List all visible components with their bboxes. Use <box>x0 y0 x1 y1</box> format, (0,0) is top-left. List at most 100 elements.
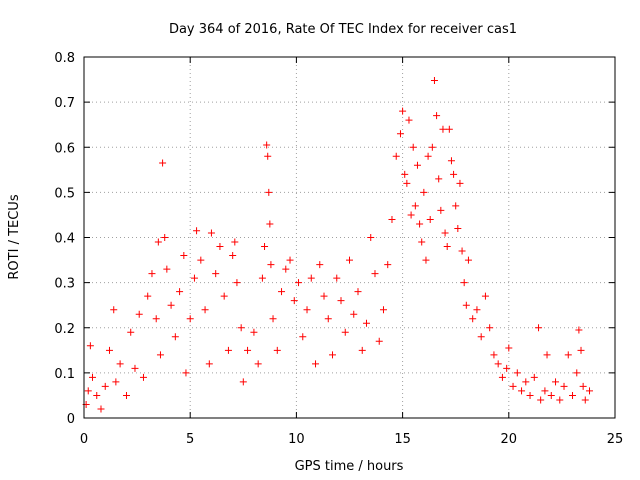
data-point-marker <box>161 234 169 241</box>
data-point-marker <box>401 170 409 178</box>
data-point-marker <box>354 288 362 296</box>
y-tick-label: 0.2 <box>54 322 75 337</box>
y-axis-label: ROTI / TECUs <box>7 194 22 279</box>
data-point-marker <box>513 369 521 377</box>
data-point-marker <box>282 265 290 273</box>
data-point-marker <box>312 360 320 368</box>
data-point-marker <box>358 346 366 354</box>
data-point-marker <box>462 301 470 309</box>
data-point-marker <box>494 360 502 368</box>
data-point-marker <box>299 333 307 341</box>
x-tick-label: 20 <box>501 432 518 447</box>
data-point-marker <box>239 378 247 386</box>
data-point-marker <box>122 391 130 399</box>
data-point-marker <box>450 170 458 178</box>
data-point-marker <box>273 346 281 354</box>
data-point-marker <box>182 369 190 377</box>
data-point-marker <box>176 288 184 296</box>
x-tick-label: 15 <box>394 432 411 447</box>
data-point-marker <box>216 243 224 251</box>
data-point-marker <box>290 297 298 305</box>
data-point-marker <box>295 279 303 287</box>
data-point-marker <box>278 288 286 296</box>
data-point-marker <box>405 116 413 124</box>
data-point-marker <box>437 206 445 214</box>
data-point-marker <box>503 364 511 372</box>
data-point-marker <box>430 76 438 84</box>
data-point-marker <box>509 382 517 390</box>
data-point-marker <box>231 238 239 246</box>
data-point-marker <box>201 306 209 314</box>
data-point-marker <box>428 143 436 151</box>
data-point-marker <box>250 328 258 336</box>
data-point-marker <box>439 125 447 133</box>
data-point-marker <box>362 319 370 327</box>
data-point-marker <box>473 306 481 314</box>
data-point-marker <box>139 373 147 381</box>
data-point-marker <box>569 391 577 399</box>
data-point-marker <box>86 342 94 350</box>
data-point-marker <box>265 188 273 196</box>
x-axis-label: GPS time / hours <box>295 459 404 474</box>
y-tick-label: 0.5 <box>54 186 75 201</box>
data-point-marker <box>207 229 215 237</box>
y-tick-label: 0.3 <box>54 277 75 292</box>
data-point-marker <box>263 141 271 149</box>
y-tick-label: 0.1 <box>54 367 75 382</box>
data-point-marker <box>371 270 379 278</box>
data-point-marker <box>396 130 404 138</box>
data-point-marker <box>93 391 101 399</box>
data-point-marker <box>537 396 545 404</box>
data-point-marker <box>163 265 171 273</box>
data-point-marker <box>518 387 526 395</box>
data-point-marker <box>443 243 451 251</box>
data-point-marker <box>116 360 124 368</box>
data-point-marker <box>269 315 277 323</box>
data-point-marker <box>384 261 392 269</box>
data-point-marker <box>435 175 443 183</box>
data-point-marker <box>464 256 472 264</box>
data-point-marker <box>573 369 581 377</box>
data-point-marker <box>498 373 506 381</box>
data-point-marker <box>426 215 434 223</box>
data-point-marker <box>131 364 139 372</box>
data-point-marker <box>97 405 105 413</box>
data-point-marker <box>148 270 156 278</box>
data-point-marker <box>152 315 160 323</box>
data-point-marker <box>193 227 201 235</box>
data-point-marker <box>411 202 419 210</box>
data-point-marker <box>407 211 415 219</box>
data-point-marker <box>424 152 432 160</box>
data-point-marker <box>403 179 411 187</box>
data-point-marker <box>88 373 96 381</box>
data-point-marker <box>445 125 453 133</box>
data-point-marker <box>190 274 198 282</box>
data-point-marker <box>171 333 179 341</box>
data-point-marker <box>105 346 113 354</box>
data-point-marker <box>220 292 228 300</box>
data-point-marker <box>469 315 477 323</box>
data-point-marker <box>547 391 555 399</box>
data-point-marker <box>324 315 332 323</box>
data-point-marker <box>530 373 538 381</box>
data-point-marker <box>264 152 272 160</box>
data-point-marker <box>156 351 164 359</box>
data-point-marker <box>307 274 315 282</box>
data-point-marker <box>254 360 262 368</box>
data-point-marker <box>237 324 245 332</box>
data-point-marker <box>579 382 587 390</box>
ticks-layer: 0 0.1 0.2 0.3 0.4 0.5 0.6 0.7 0.8 0 5 10 15 20 25 <box>54 51 623 447</box>
data-point-marker <box>399 107 407 115</box>
data-point-marker <box>375 337 383 345</box>
data-point-marker <box>486 324 494 332</box>
data-point-marker <box>197 256 205 264</box>
data-point-marker <box>447 157 455 165</box>
y-tick-label: 0.7 <box>54 96 75 111</box>
data-point-marker <box>337 297 345 305</box>
data-point-marker <box>154 238 162 246</box>
data-point-marker <box>346 256 353 264</box>
data-point-marker <box>379 306 387 314</box>
chart-title: Day 364 of 2016, Rate Of TEC Index for r… <box>169 22 517 37</box>
data-point-marker <box>522 378 530 386</box>
